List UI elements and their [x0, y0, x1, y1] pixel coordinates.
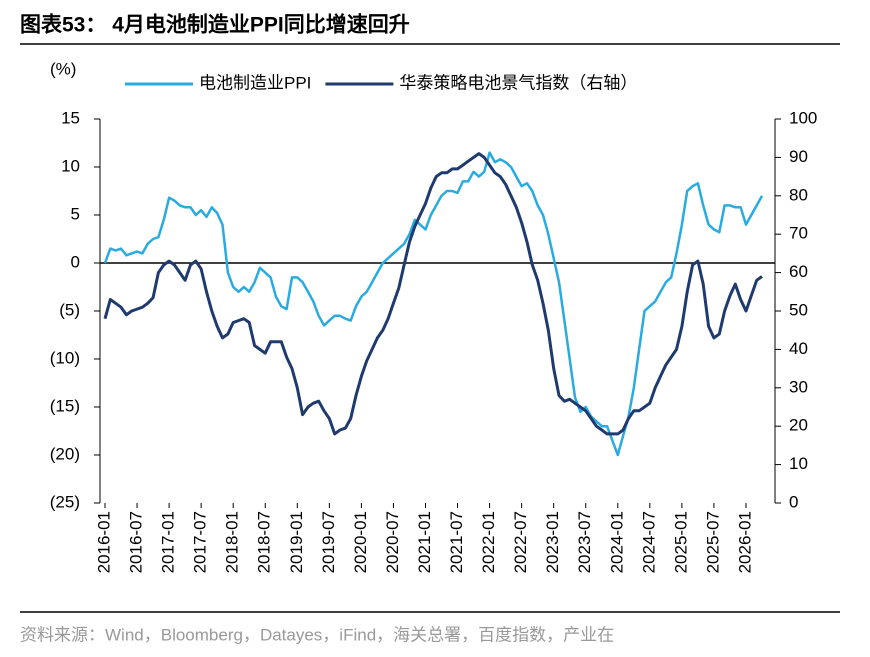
- x-tick-label: 2022-07: [511, 511, 530, 573]
- y2-tick-label: 0: [789, 492, 798, 511]
- x-tick-label: 2023-01: [543, 511, 562, 573]
- x-tick-label: 2026-01: [735, 511, 754, 573]
- y-axis-label: (%): [50, 59, 76, 78]
- x-tick-label: 2018-01: [223, 511, 242, 573]
- y2-tick-label: 100: [789, 108, 817, 127]
- chart-title: 图表53： 4月电池制造业PPI同比增速回升: [20, 13, 410, 37]
- y-tick-label: (15): [50, 396, 80, 415]
- y2-tick-label: 50: [789, 300, 808, 319]
- y-tick-label: 10: [61, 156, 80, 175]
- y2-tick-label: 10: [789, 454, 808, 473]
- y-tick-label: (10): [50, 348, 80, 367]
- y2-tick-label: 40: [789, 339, 808, 358]
- x-tick-label: 2016-07: [127, 511, 146, 573]
- x-tick-label: 2016-01: [94, 511, 113, 573]
- source-note: 资料来源：Wind，Bloomberg，Datayes，iFind，海关总署，百…: [20, 625, 614, 644]
- y-tick-label: (25): [50, 492, 80, 511]
- y2-tick-label: 60: [789, 262, 808, 281]
- x-tick-label: 2020-01: [351, 511, 370, 573]
- x-tick-label: 2021-07: [447, 511, 466, 573]
- x-tick-label: 2019-07: [319, 511, 338, 573]
- legend-label: 华泰策略电池景气指数（右轴）: [399, 73, 637, 92]
- x-tick-label: 2021-01: [415, 511, 434, 573]
- x-tick-label: 2017-07: [191, 511, 210, 573]
- legend-label: 电池制造业PPI: [199, 73, 311, 92]
- x-tick-label: 2019-01: [287, 511, 306, 573]
- x-tick-label: 2020-07: [383, 511, 402, 573]
- series-line: [103, 151, 764, 457]
- y-tick-label: 15: [61, 108, 80, 127]
- y-tick-label: (20): [50, 444, 80, 463]
- x-tick-label: 2023-07: [575, 511, 594, 573]
- x-tick-label: 2024-01: [607, 511, 626, 573]
- x-tick-label: 2017-01: [159, 511, 178, 573]
- x-tick-label: 2025-01: [671, 511, 690, 573]
- y-tick-label: 0: [71, 252, 80, 271]
- y2-tick-label: 20: [789, 416, 808, 435]
- x-tick-label: 2022-01: [479, 511, 498, 573]
- x-tick-label: 2025-07: [703, 511, 722, 573]
- x-tick-label: 2018-07: [255, 511, 274, 573]
- x-tick-label: 2024-07: [639, 511, 658, 573]
- y2-tick-label: 90: [789, 147, 808, 166]
- y-tick-label: 5: [71, 204, 80, 223]
- y2-tick-label: 80: [789, 185, 808, 204]
- series-line: [103, 152, 763, 436]
- y-tick-label: (5): [59, 300, 80, 319]
- y2-tick-label: 30: [789, 377, 808, 396]
- y2-tick-label: 70: [789, 224, 808, 243]
